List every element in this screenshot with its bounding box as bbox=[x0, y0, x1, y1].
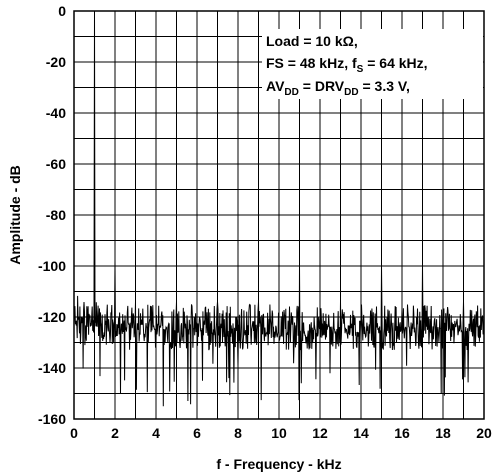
condition-annotation: Load = 10 kΩ, FS = 48 kHz, fS = 64 kHz, … bbox=[262, 29, 483, 99]
x-tick-label: 14 bbox=[353, 425, 369, 441]
annotation-line-1: Load = 10 kΩ, bbox=[266, 33, 358, 49]
annotation-line-2: FS = 48 kHz, fS = 64 kHz, bbox=[266, 55, 428, 75]
x-tick-label: 10 bbox=[271, 425, 287, 441]
y-tick-label: -100 bbox=[38, 258, 66, 274]
y-axis-title: Amplitude - dB bbox=[7, 165, 23, 265]
annotation-background bbox=[262, 29, 483, 99]
y-tick-label: -80 bbox=[46, 207, 66, 223]
annotation-line-3: AVDD = DRVDD = 3.3 V, bbox=[266, 78, 410, 98]
y-tick-label: -140 bbox=[38, 360, 66, 376]
y-tick-label: -20 bbox=[46, 54, 66, 70]
x-tick-label: 20 bbox=[476, 425, 492, 441]
y-tick-label: -160 bbox=[38, 411, 66, 427]
x-tick-label: 16 bbox=[394, 425, 410, 441]
y-tick-label: -40 bbox=[46, 105, 66, 121]
y-tick-label: -120 bbox=[38, 309, 66, 325]
x-tick-label: 6 bbox=[193, 425, 201, 441]
x-tick-label: 12 bbox=[312, 425, 328, 441]
x-tick-label: 2 bbox=[111, 425, 119, 441]
x-axis-title: f - Frequency - kHz bbox=[216, 456, 341, 472]
x-tick-label: 18 bbox=[435, 425, 451, 441]
x-tick-label: 8 bbox=[234, 425, 242, 441]
y-tick-label: -60 bbox=[46, 156, 66, 172]
spectrum-trace-group bbox=[73, 10, 485, 407]
y-tick-label: 0 bbox=[58, 3, 66, 19]
y-axis-tick-labels: 0 -20 -40 -60 -80 -100 -120 -140 -160 bbox=[38, 3, 66, 427]
x-axis-tick-labels: 0 2 4 6 8 10 12 14 16 18 20 bbox=[70, 425, 492, 441]
x-tick-label: 0 bbox=[70, 425, 78, 441]
x-tick-label: 4 bbox=[152, 425, 160, 441]
plot-frame bbox=[73, 10, 485, 420]
spectrum-trace bbox=[73, 10, 485, 407]
